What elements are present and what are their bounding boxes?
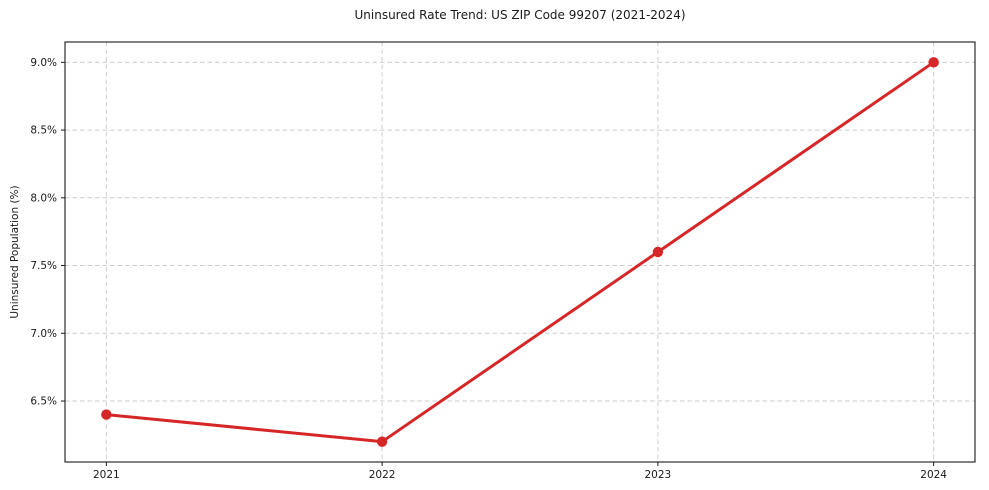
y-tick-label: 8.0% [30,192,57,204]
y-tick-label: 8.5% [30,125,57,137]
data-point-2022 [376,436,388,447]
x-tick-label: 2024 [920,469,947,481]
plot-border [64,41,976,463]
x-tick-label: 2022 [369,469,396,481]
y-tick-label: 7.0% [30,328,57,340]
y-tick-label: 7.5% [30,260,57,272]
chart-title: Uninsured Rate Trend: US ZIP Code 99207 … [354,8,686,22]
data-point-2024 [928,57,939,68]
data-point-2021 [101,409,112,420]
data-point-2023 [652,246,664,258]
y-tick-label: 6.5% [30,396,57,408]
x-tick-label: 2023 [645,469,672,481]
x-tick-label: 2021 [93,469,120,481]
trend-line [104,60,936,444]
y-tick-label: 9.0% [30,57,57,69]
